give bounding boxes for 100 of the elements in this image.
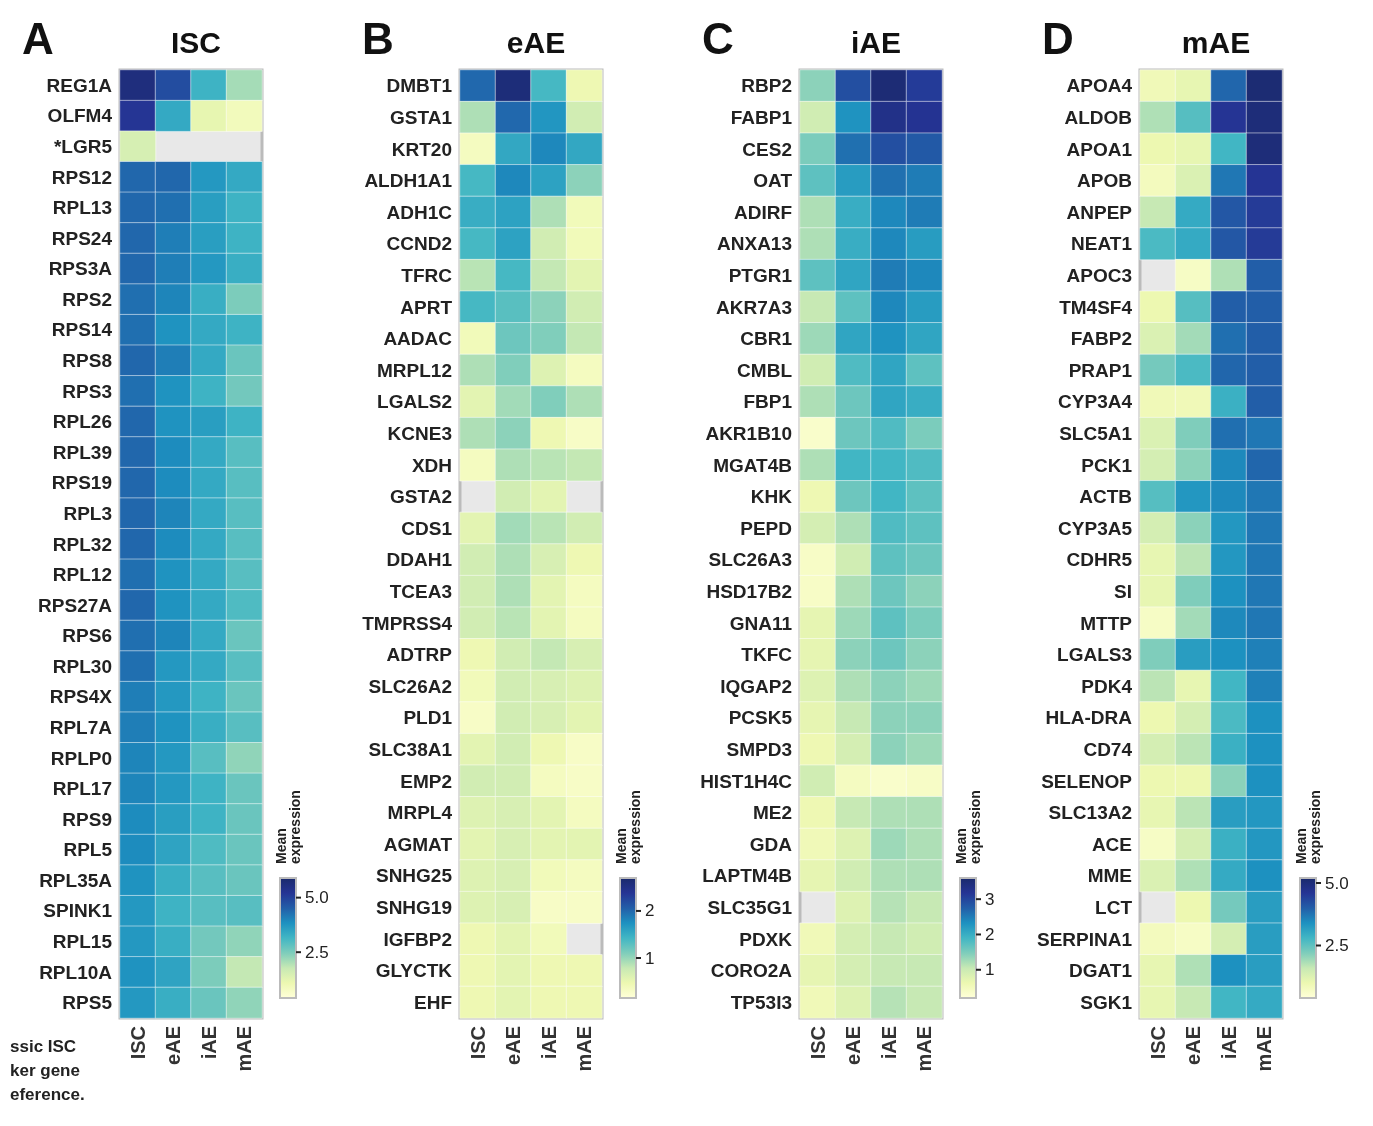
- y-tick-label: CBR1: [740, 328, 793, 350]
- y-tick-label: TCEA3: [389, 580, 452, 602]
- y-tick-label: CDHR5: [1066, 549, 1133, 571]
- y-tick-label: CES2: [742, 138, 792, 160]
- y-tick-label: OLFM4: [47, 105, 113, 127]
- y-tick-label: DGAT1: [1069, 960, 1133, 982]
- y-tick-label: GSTA1: [390, 106, 453, 128]
- y-tick-label: FABP1: [730, 106, 793, 128]
- y-tick-label: CYP3A4: [1058, 391, 1133, 413]
- y-tick-label: *LGR5: [53, 135, 113, 157]
- y-tick-label: ACTB: [1079, 486, 1132, 508]
- y-tick-label: SPINK1: [43, 900, 113, 922]
- y-tick-label: RPS5: [62, 992, 113, 1014]
- y-tick-label: RPL17: [52, 778, 112, 800]
- y-tick-label: PCSK5: [728, 707, 793, 729]
- y-tick-label: RPL32: [52, 533, 112, 555]
- y-tick-label: RPL12: [52, 564, 112, 586]
- y-tick-label: APRT: [400, 296, 453, 318]
- y-tick-label: REG1A: [46, 74, 113, 96]
- y-tick-label: KCNE3: [387, 422, 452, 444]
- y-tick-label: RPL39: [52, 441, 112, 463]
- text: B: [362, 13, 394, 63]
- y-tick-label: KRT20: [391, 138, 452, 160]
- color-bar-label: 2.5: [1325, 936, 1349, 955]
- y-tick-label: EHF: [414, 991, 452, 1013]
- y-tick-label: RPL10A: [39, 961, 113, 983]
- y-tick-label: AADAC: [383, 328, 453, 350]
- y-tick-label: RPS8: [62, 350, 112, 372]
- y-tick-label: AKR1B10: [705, 422, 792, 444]
- y-tick-label: SI: [1114, 580, 1132, 602]
- color-bar-label: 5.0: [305, 888, 329, 908]
- y-tick-label: AKR7A3: [715, 296, 792, 318]
- y-tick-label: GSTA2: [390, 486, 452, 508]
- y-tick-label: RPL26: [52, 411, 112, 433]
- y-tick-label: PLD1: [403, 707, 453, 729]
- y-tick-label: ANPEP: [1066, 201, 1133, 223]
- x-tick-label: ISC: [806, 1026, 829, 1060]
- y-tick-label: CD74: [1083, 738, 1133, 760]
- chart-title: eAE: [506, 25, 566, 59]
- y-tick-label: MRPL12: [377, 359, 452, 381]
- color-bar-label: 1: [645, 948, 655, 968]
- text: ssic ISC ker gene eference.: [10, 1036, 85, 1104]
- y-tick-label: FBP1: [743, 391, 793, 413]
- y-tick-label: HLA-DRA: [1045, 707, 1133, 729]
- y-tick-label: SNHG25: [375, 865, 453, 887]
- y-tick-label: ADTRP: [386, 644, 453, 666]
- y-tick-label: ADIRF: [733, 201, 792, 223]
- y-tick-label: MRPL4: [387, 802, 453, 824]
- x-tick-label: mAE: [913, 1026, 936, 1072]
- y-tick-label: IQGAP2: [720, 675, 792, 697]
- y-tick-label: APOA1: [1066, 138, 1133, 160]
- y-tick-label: GDA: [749, 833, 793, 855]
- y-tick-label: LGALS3: [1057, 644, 1132, 666]
- y-tick-label: CCND2: [386, 233, 452, 255]
- x-tick-label: mAE: [573, 1026, 596, 1072]
- y-tick-label: HIST1H4C: [700, 770, 793, 792]
- y-tick-label: SERPINA1: [1036, 928, 1133, 950]
- color-bar-label: 2: [645, 901, 655, 921]
- y-tick-label: RPS4X: [49, 686, 113, 708]
- y-tick-label: RPS9: [62, 808, 112, 830]
- x-tick-label: eAE: [162, 1026, 185, 1065]
- y-tick-label: RPL5: [63, 839, 113, 861]
- y-tick-label: RPLP0: [50, 747, 112, 769]
- y-tick-label: OAT: [753, 170, 793, 192]
- y-tick-label: ACE: [1091, 833, 1132, 855]
- y-tick-label: HSD17B2: [706, 580, 792, 602]
- y-tick-label: NEAT1: [1071, 233, 1133, 255]
- y-tick-label: SLC35G1: [707, 896, 793, 918]
- y-tick-label: CMBL: [737, 359, 793, 381]
- y-tick-label: RPS27A: [38, 594, 113, 616]
- y-tick-label: APOA4: [1066, 75, 1133, 97]
- x-tick-label: mAE: [1253, 1026, 1276, 1072]
- y-tick-label: FABP2: [1070, 328, 1132, 350]
- y-tick-label: MTTP: [1080, 612, 1133, 634]
- y-tick-label: SELENOP: [1041, 770, 1133, 792]
- x-tick-label: ISC: [466, 1026, 489, 1060]
- y-tick-label: PDK4: [1081, 675, 1133, 697]
- y-tick-label: TMPRSS4: [362, 612, 453, 634]
- chart-title: ISC: [170, 25, 222, 59]
- y-tick-label: PRAP1: [1068, 359, 1133, 381]
- y-tick-label: TKFC: [741, 644, 793, 666]
- y-tick-label: SLC38A1: [368, 738, 453, 760]
- chart-title: iAE: [850, 25, 902, 59]
- y-tick-label: PCK1: [1081, 454, 1133, 476]
- y-tick-label: RPL30: [52, 655, 112, 677]
- y-tick-label: TM4SF4: [1059, 296, 1133, 318]
- y-tick-label: RPS3A: [48, 258, 113, 280]
- x-tick-label: eAE: [1182, 1026, 1205, 1065]
- y-tick-label: RPL3: [63, 502, 112, 524]
- y-tick-label: ANXA13: [717, 233, 792, 255]
- x-tick-label: iAE: [537, 1026, 560, 1060]
- chart-title: mAE: [1181, 25, 1251, 59]
- x-tick-label: iAE: [1217, 1026, 1240, 1060]
- color-bar-label: 2.5: [305, 942, 329, 962]
- y-tick-label: SLC5A1: [1059, 422, 1133, 444]
- y-tick-label: RPS3: [62, 380, 112, 402]
- y-tick-label: ALDH1A1: [364, 170, 453, 192]
- y-tick-label: SLC26A2: [368, 675, 452, 697]
- y-tick-label: SLC13A2: [1048, 802, 1132, 824]
- y-tick-label: SMPD3: [726, 738, 792, 760]
